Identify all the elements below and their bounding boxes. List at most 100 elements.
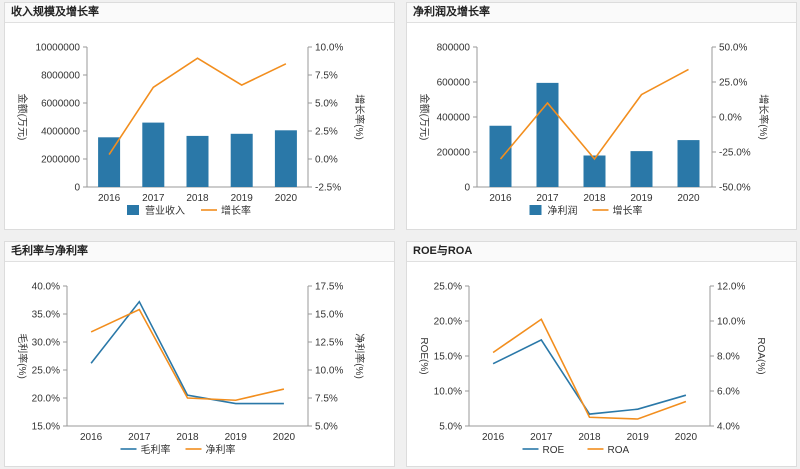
right-tick-label: 25.0% <box>719 78 747 89</box>
left-tick-label: 15.0% <box>32 422 60 433</box>
bar <box>630 151 653 187</box>
left-tick-label: 30.0% <box>32 338 60 349</box>
net-profit-chart: 800000 600000 400000 200000 0 50.0% 25.0% 0.0% -… <box>418 43 770 218</box>
y-axis-label: 金额(万元) <box>418 94 431 141</box>
x-tick-label: 2020 <box>273 432 296 443</box>
x-tick-label: 2017 <box>128 432 151 443</box>
left-tick-label: 800000 <box>437 43 471 54</box>
series-line <box>492 318 687 420</box>
right-tick-label: 2.5% <box>315 127 338 138</box>
y-axis-label: ROE(%) <box>418 337 429 374</box>
left-tick-label: 6000000 <box>41 99 80 110</box>
left-tick-label: 20.0% <box>434 317 462 328</box>
left-tick-label: 200000 <box>437 148 471 159</box>
net-profit-panel: 净利润及增长率 800000 600000 400000 200000 0 50.0% 25… <box>406 2 797 230</box>
legend-label: 净利润 <box>548 204 578 217</box>
bar <box>142 122 165 187</box>
x-tick-label: 2020 <box>275 193 298 204</box>
x-tick-label: 2017 <box>142 193 165 204</box>
revenue-panel: 收入规模及增长率 10000000 8000000 6000000 4000000 20… <box>4 2 395 230</box>
legend-label: 增长率 <box>613 204 643 217</box>
legend-label: ROA <box>608 445 630 456</box>
right-tick-label: 6.0% <box>717 387 740 398</box>
x-tick-label: 2019 <box>627 432 650 443</box>
y2-axis-label: 增长率(%) <box>757 94 770 140</box>
series-line <box>90 300 284 405</box>
x-tick-label: 2019 <box>231 193 254 204</box>
roe-roa-panel: ROE与ROA 25.0% 20.0% 15.0% 10.0% 5.0% 12.0% 10.… <box>406 241 797 467</box>
y2-axis-label: ROA(%) <box>755 337 766 374</box>
right-tick-label: 10.0% <box>315 366 343 377</box>
left-tick-label: 2000000 <box>41 155 80 166</box>
left-tick-label: 40.0% <box>32 282 60 293</box>
left-tick-label: 20.0% <box>32 394 60 405</box>
legend-label: 增长率 <box>221 204 251 217</box>
revenue-chart: 10000000 8000000 6000000 4000000 2000000 0 10.… <box>16 43 366 218</box>
left-tick-label: 400000 <box>437 113 471 124</box>
x-tick-label: 2017 <box>530 432 553 443</box>
x-tick-label: 2019 <box>630 193 653 204</box>
legend-bar-swatch <box>529 205 542 215</box>
right-tick-label: 12.0% <box>717 282 745 293</box>
panel-title: ROE与ROA <box>407 242 796 262</box>
y-axis-label: 毛利率(%) <box>16 333 29 379</box>
bar <box>536 82 559 187</box>
x-tick-label: 2016 <box>80 432 103 443</box>
left-tick-label: 15.0% <box>434 352 462 363</box>
x-tick-label: 2017 <box>536 193 559 204</box>
x-tick-label: 2016 <box>98 193 121 204</box>
right-tick-label: 5.0% <box>315 422 338 433</box>
right-tick-label: 12.5% <box>315 338 343 349</box>
x-tick-label: 2018 <box>176 432 199 443</box>
margin-panel: 毛利率与净利率 40.0% 35.0% 30.0% 25.0% 20.0% 15.0% 17… <box>4 241 395 467</box>
x-tick-label: 2019 <box>225 432 248 443</box>
series-line <box>108 57 287 155</box>
bar <box>583 155 606 187</box>
panel-title: 净利润及增长率 <box>407 3 796 23</box>
panel-title: 收入规模及增长率 <box>5 3 394 23</box>
right-tick-label: 50.0% <box>719 43 747 54</box>
bar <box>489 125 512 187</box>
y2-axis-label: 净利率(%) <box>353 333 366 379</box>
y-axis-label: 金额(万元) <box>16 94 29 141</box>
left-tick-label: 10000000 <box>36 43 81 54</box>
right-tick-label: 8.0% <box>717 352 740 363</box>
bar <box>274 130 297 187</box>
right-tick-label: -50.0% <box>719 183 751 194</box>
y2-axis-label: 增长率(%) <box>353 94 366 140</box>
right-tick-label: 10.0% <box>315 43 343 54</box>
x-tick-label: 2016 <box>489 193 512 204</box>
right-tick-label: 4.0% <box>717 422 740 433</box>
right-tick-label: 0.0% <box>315 155 338 166</box>
right-tick-label: 17.5% <box>315 282 343 293</box>
series-line <box>492 338 687 415</box>
legend-label: 净利率 <box>206 443 236 456</box>
x-tick-label: 2016 <box>482 432 505 443</box>
left-tick-label: 4000000 <box>41 127 80 138</box>
bar <box>186 135 209 187</box>
bar <box>230 133 253 187</box>
left-tick-label: 8000000 <box>41 71 80 82</box>
left-tick-label: 0 <box>464 183 470 194</box>
x-tick-label: 2020 <box>677 193 700 204</box>
right-tick-label: 5.0% <box>315 99 338 110</box>
margin-chart: 40.0% 35.0% 30.0% 25.0% 20.0% 15.0% 17.5% 15.0%… <box>16 282 366 457</box>
right-tick-label: 7.5% <box>315 394 338 405</box>
right-tick-label: 0.0% <box>719 113 742 124</box>
x-tick-label: 2018 <box>578 432 601 443</box>
right-tick-label: -2.5% <box>315 183 341 194</box>
left-tick-label: 600000 <box>437 78 471 89</box>
panel-title: 毛利率与净利率 <box>5 242 394 262</box>
x-tick-label: 2018 <box>186 193 209 204</box>
x-tick-label: 2018 <box>583 193 606 204</box>
legend-label: 营业收入 <box>145 204 185 217</box>
right-tick-label: 7.5% <box>315 71 338 82</box>
right-tick-label: -25.0% <box>719 148 751 159</box>
left-tick-label: 5.0% <box>439 422 462 433</box>
legend-bar-swatch <box>127 205 139 215</box>
series-line <box>90 308 285 402</box>
bar <box>98 137 121 187</box>
roe-roa-chart: 25.0% 20.0% 15.0% 10.0% 5.0% 12.0% 10.0% 8.0% 6.… <box>418 282 766 457</box>
right-tick-label: 15.0% <box>315 310 343 321</box>
left-tick-label: 10.0% <box>434 387 462 398</box>
